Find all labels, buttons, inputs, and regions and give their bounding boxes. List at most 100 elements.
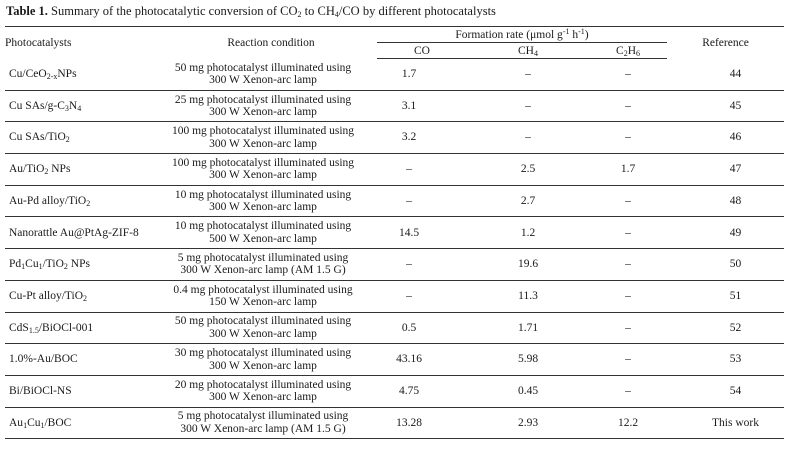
cell-reaction-condition: 100 mg photocatalyst illuminated using 30… (165, 121, 377, 155)
condition-line-1: 50 mg photocatalyst illuminated using (174, 61, 352, 74)
cell-reaction-condition: 10 mg photocatalyst illuminated using 500… (165, 216, 377, 250)
cell-c2h6: 1.7 (589, 153, 668, 186)
cell-reaction-condition: 5 mg photocatalyst illuminated using 300 … (165, 248, 377, 281)
cell-photocatalyst: Pd1Cu1/TiO2 NPs (5, 248, 165, 281)
cell-reaction-condition: 50 mg photocatalyst illuminated using 300… (165, 58, 377, 91)
cell-reaction-condition: 25 mg photocatalyst illuminated using 300… (165, 90, 377, 123)
cell-photocatalyst: Cu/CeO2-xNPs (5, 58, 165, 91)
table-caption-text: Summary of the photocatalytic conversion… (51, 4, 496, 19)
cell-c2h6: – (589, 90, 668, 123)
cell-photocatalyst: Au1Cu1/BOC (5, 407, 165, 440)
condition-line-2: 300 W Xenon-arc lamp (209, 391, 317, 404)
table-row: 1.0%-Au/BOC 30 mg photocatalyst illuminat… (5, 343, 785, 376)
cell-reference: 48 (667, 185, 785, 218)
cell-ch4: 1.2 (467, 216, 589, 250)
cell-photocatalyst: 1.0%-Au/BOC (5, 343, 165, 376)
cell-ch4: 1.71 (467, 312, 589, 345)
table-caption: Table 1. Summary of the photocatalytic c… (6, 3, 496, 19)
header-reaction-condition: Reaction condition (165, 26, 377, 59)
cell-c2h6: – (589, 216, 668, 250)
cell-co: – (377, 280, 467, 313)
table-row: Cu-Pt alloy/TiO2 0.4 mg photocatalyst ill… (5, 280, 785, 313)
table-caption-label: Table 1. (6, 4, 48, 18)
table-row: Cu SAs/g-C3N4 25 mg photocatalyst illumin… (5, 90, 785, 123)
condition-line-1: 0.4 mg photocatalyst illuminated using (173, 283, 353, 296)
condition-line-2: 300 W Xenon-arc lamp (209, 169, 317, 182)
cell-c2h6: – (589, 58, 668, 91)
cell-co: – (377, 153, 467, 186)
table-row: Au-Pd alloy/TiO2 10 mg photocatalyst illu… (5, 185, 785, 218)
table-row: Au1Cu1/BOC 5 mg photocatalyst illuminated… (5, 407, 785, 440)
condition-line-2: 300 W Xenon-arc lamp (209, 201, 317, 214)
cell-ch4: 19.6 (467, 248, 589, 281)
cell-co: 3.2 (377, 121, 467, 155)
cell-co: 1.7 (377, 58, 467, 91)
table-row: Bi/BiOCl-NS 20 mg photocatalyst illuminat… (5, 375, 785, 408)
cell-co: – (377, 185, 467, 218)
cell-c2h6: – (589, 121, 668, 155)
cell-reference: 50 (667, 248, 785, 281)
cell-ch4: 5.98 (467, 343, 589, 376)
header-photocatalysts: Photocatalysts (5, 26, 165, 59)
table-body: Cu/CeO2-xNPs 50 mg photocatalyst illumina… (5, 58, 785, 440)
cell-photocatalyst: Au/TiO2 NPs (5, 153, 165, 186)
cell-ch4: 2.93 (467, 407, 589, 440)
cell-ch4: 2.5 (467, 153, 589, 186)
cell-c2h6: – (589, 248, 668, 281)
condition-line-1: 100 mg photocatalyst illuminated using (171, 125, 355, 138)
condition-line-2: 500 W Xenon-arc lamp (209, 232, 317, 245)
cell-co: – (377, 248, 467, 281)
cell-c2h6: – (589, 375, 668, 408)
cell-c2h6: – (589, 280, 668, 313)
cell-reference: 54 (667, 375, 785, 408)
cell-co: 14.5 (377, 216, 467, 250)
cell-ch4: – (467, 90, 589, 123)
cell-photocatalyst: Au-Pd alloy/TiO2 (5, 185, 165, 218)
cell-ch4: 2.7 (467, 185, 589, 218)
cell-c2h6: 12.2 (589, 407, 668, 440)
cell-photocatalyst: Cu SAs/g-C3N4 (5, 90, 165, 123)
cell-co: 13.28 (377, 407, 467, 440)
cell-co: 43.16 (377, 343, 467, 376)
condition-line-2: 300 W Xenon-arc lamp (209, 327, 317, 340)
cell-c2h6: – (589, 312, 668, 345)
cell-reaction-condition: 20 mg photocatalyst illuminated using 300… (165, 375, 377, 408)
cell-photocatalyst: Bi/BiOCl-NS (5, 375, 165, 408)
summary-table: Photocatalysts Reaction condition Format… (5, 26, 785, 440)
cell-reference: 47 (667, 153, 785, 186)
cell-ch4: – (467, 121, 589, 155)
condition-line-2: 300 W Xenon-arc lamp (209, 137, 317, 150)
condition-line-2: 300 W Xenon-arc lamp (209, 106, 317, 119)
cell-reference: 49 (667, 216, 785, 250)
cell-reaction-condition: 10 mg photocatalyst illuminated using 300… (165, 185, 377, 218)
cell-reference: 52 (667, 312, 785, 345)
cell-photocatalyst: Cu-Pt alloy/TiO2 (5, 280, 165, 313)
cell-reference: 51 (667, 280, 785, 313)
table-header: Photocatalysts Reaction condition Format… (5, 26, 785, 59)
cell-reference: 44 (667, 58, 785, 91)
table-row: Cu SAs/TiO2 100 mg photocatalyst illumina… (5, 121, 785, 155)
condition-line-1: 100 mg photocatalyst illuminated using (171, 156, 355, 169)
condition-line-1: 10 mg photocatalyst illuminated using (174, 220, 352, 233)
cell-c2h6: – (589, 185, 668, 218)
cell-reference: 53 (667, 343, 785, 376)
cell-co: 0.5 (377, 312, 467, 345)
cell-reference: 45 (667, 90, 785, 123)
cell-reaction-condition: 0.4 mg photocatalyst illuminated using 15… (165, 280, 377, 313)
condition-line-1: 5 mg photocatalyst illuminated using (177, 251, 349, 264)
header-formation-rate: Formation rate (μmol g-1 h-1) (377, 26, 668, 43)
table-row: Au/TiO2 NPs 100 mg photocatalyst illumina… (5, 153, 785, 186)
header-reference: Reference (667, 26, 785, 59)
condition-line-1: 30 mg photocatalyst illuminated using (174, 347, 352, 360)
cell-c2h6: – (589, 343, 668, 376)
cell-ch4: 0.45 (467, 375, 589, 408)
table-row: Nanorattle Au@PtAg-ZIF-8 10 mg photocatal… (5, 216, 785, 250)
cell-co: 3.1 (377, 90, 467, 123)
header-co: CO (377, 42, 467, 59)
condition-line-2: 300 W Xenon-arc lamp (AM 1.5 G) (180, 264, 346, 277)
cell-ch4: – (467, 58, 589, 91)
table-row: CdS1.5/BiOCl-001 50 mg photocatalyst illu… (5, 312, 785, 345)
condition-line-1: 25 mg photocatalyst illuminated using (174, 93, 352, 106)
cell-reaction-condition: 100 mg photocatalyst illuminated using 30… (165, 153, 377, 186)
